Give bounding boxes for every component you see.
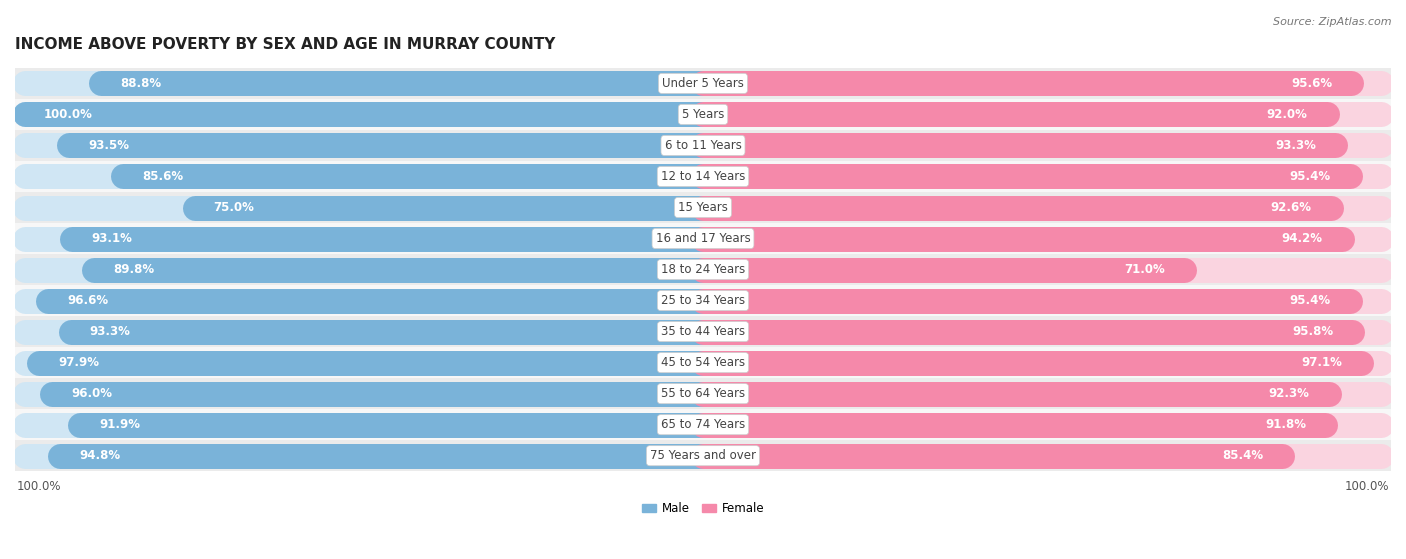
Text: 15 Years: 15 Years — [678, 201, 728, 214]
Bar — [11, 409, 1395, 440]
Text: 93.1%: 93.1% — [91, 232, 132, 245]
Text: 85.6%: 85.6% — [142, 170, 183, 183]
Text: 75.0%: 75.0% — [214, 201, 254, 214]
Text: 88.8%: 88.8% — [120, 77, 162, 90]
Bar — [11, 316, 1395, 347]
Text: 65 to 74 Years: 65 to 74 Years — [661, 418, 745, 431]
Text: 93.3%: 93.3% — [1275, 139, 1316, 152]
Text: 6 to 11 Years: 6 to 11 Years — [665, 139, 741, 152]
Bar — [11, 161, 1395, 192]
Text: 94.8%: 94.8% — [79, 449, 121, 462]
Text: 100.0%: 100.0% — [44, 108, 93, 121]
Text: 85.4%: 85.4% — [1222, 449, 1263, 462]
Bar — [11, 440, 1395, 471]
Text: 92.6%: 92.6% — [1271, 201, 1312, 214]
Text: 96.6%: 96.6% — [67, 294, 108, 307]
Text: 89.8%: 89.8% — [114, 263, 155, 276]
Text: 93.5%: 93.5% — [89, 139, 129, 152]
Text: 45 to 54 Years: 45 to 54 Years — [661, 356, 745, 369]
Text: 100.0%: 100.0% — [17, 480, 62, 493]
Text: 95.8%: 95.8% — [1292, 325, 1333, 338]
Text: 95.4%: 95.4% — [1289, 294, 1330, 307]
Text: 35 to 44 Years: 35 to 44 Years — [661, 325, 745, 338]
Text: 94.2%: 94.2% — [1281, 232, 1323, 245]
Text: 91.8%: 91.8% — [1265, 418, 1306, 431]
Text: 75 Years and over: 75 Years and over — [650, 449, 756, 462]
Text: 16 and 17 Years: 16 and 17 Years — [655, 232, 751, 245]
Text: 100.0%: 100.0% — [1344, 480, 1389, 493]
Bar — [11, 68, 1395, 99]
Text: 55 to 64 Years: 55 to 64 Years — [661, 387, 745, 400]
Text: 93.3%: 93.3% — [90, 325, 131, 338]
Text: Under 5 Years: Under 5 Years — [662, 77, 744, 90]
Bar — [11, 347, 1395, 378]
Text: 95.6%: 95.6% — [1291, 77, 1331, 90]
Bar — [11, 130, 1395, 161]
Bar — [11, 254, 1395, 285]
Bar — [11, 223, 1395, 254]
Bar — [11, 99, 1395, 130]
Text: Source: ZipAtlas.com: Source: ZipAtlas.com — [1274, 17, 1392, 27]
Text: 71.0%: 71.0% — [1125, 263, 1166, 276]
Text: 25 to 34 Years: 25 to 34 Years — [661, 294, 745, 307]
Bar — [11, 378, 1395, 409]
Text: 12 to 14 Years: 12 to 14 Years — [661, 170, 745, 183]
Text: 5 Years: 5 Years — [682, 108, 724, 121]
Text: 91.9%: 91.9% — [98, 418, 141, 431]
Text: 92.0%: 92.0% — [1267, 108, 1308, 121]
Text: 97.9%: 97.9% — [59, 356, 100, 369]
Text: 18 to 24 Years: 18 to 24 Years — [661, 263, 745, 276]
Text: INCOME ABOVE POVERTY BY SEX AND AGE IN MURRAY COUNTY: INCOME ABOVE POVERTY BY SEX AND AGE IN M… — [15, 37, 555, 53]
Legend: Male, Female: Male, Female — [637, 497, 769, 519]
Text: 95.4%: 95.4% — [1289, 170, 1330, 183]
Bar — [11, 192, 1395, 223]
Text: 92.3%: 92.3% — [1268, 387, 1309, 400]
Bar — [11, 285, 1395, 316]
Text: 97.1%: 97.1% — [1302, 356, 1343, 369]
Text: 96.0%: 96.0% — [72, 387, 112, 400]
